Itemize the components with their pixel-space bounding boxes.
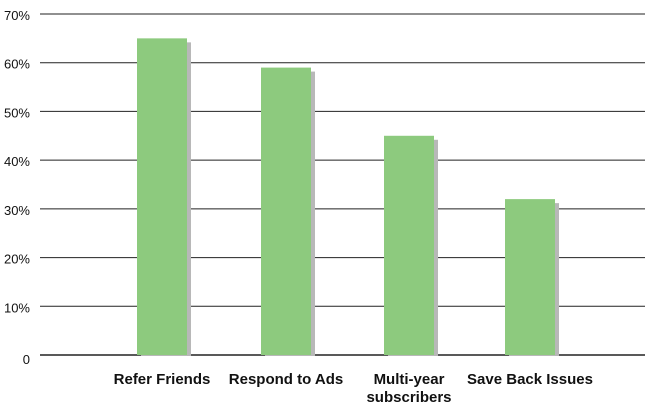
x-category-label: Save Back Issues [467,371,593,388]
y-tick-label: 30% [4,203,30,218]
bar [137,38,187,355]
bar [384,135,434,355]
bar [261,67,311,355]
x-category-label-line: Multi-year [374,371,445,388]
y-tick-label: 20% [4,252,30,267]
x-category-label: Respond to Ads [229,371,343,388]
x-category-label-line: Save Back Issues [467,371,593,388]
x-category-label-line: subscribers [366,389,451,402]
bar [505,199,555,355]
y-tick-label: 50% [4,105,30,120]
x-axis-categories: Refer Friends Respond to Ads Multi-year sub… [114,371,593,402]
y-tick-label: 0 [23,352,30,367]
bars [137,38,559,356]
x-category-label-line: Refer Friends [114,371,211,388]
y-tick-label: 40% [4,154,30,169]
y-tick-label: 70% [4,8,30,23]
x-category-label: Multi-year subscribers [366,371,451,402]
x-category-label-line: Respond to Ads [229,371,343,388]
x-category-label: Refer Friends [114,371,211,388]
y-tick-label: 60% [4,57,30,72]
y-tick-label: 10% [4,300,30,315]
y-axis-ticks: 0 10% 20% 30% 40% 50% 60% 70% [4,8,30,367]
